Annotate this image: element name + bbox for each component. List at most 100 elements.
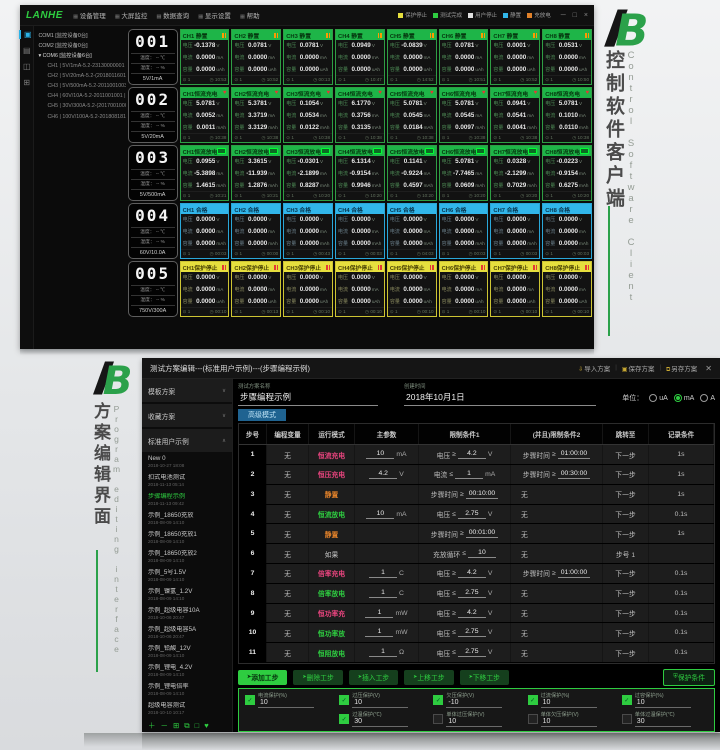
tree-item[interactable]: CH2 | 5V/20mA-5.2-(2018011601) |	[47, 73, 126, 80]
channel-cell[interactable]: CH7恒流充电 ♥ 电压 0.0941 V 电流 0.0541 mA 容量 0.0041 mAh ⊙ …	[490, 87, 541, 143]
run-mode-cell[interactable]: 倍率充电	[309, 564, 355, 583]
run-mode-cell[interactable]: 恒功率放	[309, 623, 355, 643]
scheme-list-item[interactable]: 示例_超级电容10A 2018-10-06 20:47	[142, 606, 232, 625]
record-condition[interactable]: 0.1s	[649, 564, 714, 583]
menu-item[interactable]: 大屏监控	[115, 10, 147, 20]
jump-target[interactable]: 下一步	[603, 623, 649, 643]
scheme-list-item[interactable]: 示例_18650充放 2018-08-09 14:10	[142, 511, 232, 530]
condition-value-input[interactable]: 00:01:00	[465, 529, 499, 539]
tree-item[interactable]: CH4 | 60V/10A-5.2-2011001001 |	[47, 93, 126, 100]
run-mode-cell[interactable]: 静置	[309, 484, 355, 504]
channel-cell[interactable]: CH6保护停止 电压 0.0000 V 电流 0.0000 mA 容量 0.0000 uAh ⊙ 1…	[438, 261, 489, 317]
scheme-section-header[interactable]: 模板方案 ∨	[142, 379, 232, 402]
jump-target[interactable]: 下一步	[603, 504, 649, 524]
program-variable[interactable]: 无	[267, 524, 309, 544]
channel-cell[interactable]: CH6 合格 电压 0.0000 V 电流 0.0000 mA 容量 0.0000 mAh ⊙ 1 ◷…	[438, 203, 489, 259]
step-row[interactable]: 2 无恒压充电 4.2 V 电流 ≤1 mA 步骤时间 ≥00:30:00 下一步 1s	[239, 465, 714, 485]
channel-cell[interactable]: CH1恒流充电 ♥ 电压 5.0781 V 电流 0.0052 mA 容量 0.0011 mAh ⊙ …	[179, 87, 230, 143]
protection-value-input[interactable]: 10	[540, 699, 597, 708]
channel-cell[interactable]: CH2保护停止 电压 0.0000 V 电流 0.0000 mA 容量 0.0000 uAh ⊙ 1…	[231, 261, 282, 317]
protection-value-input[interactable]: 10	[352, 699, 409, 708]
jump-target[interactable]: 下一步	[603, 484, 649, 504]
scheme-section-header[interactable]: 标准用户示例 ∧	[142, 429, 232, 452]
program-variable[interactable]: 无	[267, 643, 309, 662]
scheme-section-header[interactable]: 收藏方案 ∨	[142, 404, 232, 427]
record-condition[interactable]: 0.1s	[649, 623, 714, 643]
record-condition[interactable]: 1s	[649, 524, 714, 544]
scheme-list-item[interactable]: 示例_18650充放1 2018-08-09 14:10	[142, 530, 232, 549]
step-row[interactable]: 10 无恒功率放 1 mW 电压 ≤2.75 V 无下一步 0.1s	[239, 623, 714, 644]
condition-value-input[interactable]: 01:00:00	[557, 450, 591, 460]
record-condition[interactable]: 0.1s	[649, 583, 714, 603]
step-row[interactable]: 8 无倍率放电 1 C 电压 ≤2.75 V 无下一步 0.1s	[239, 583, 714, 604]
tree-item[interactable]: COM2 [监控设备0台]	[38, 43, 88, 50]
channel-cell[interactable]: CH3保护停止 电压 0.0000 V 电流 0.0000 mA 容量 0.0000 uAh ⊙ 1…	[283, 261, 334, 317]
scheme-list-item[interactable]: 示例_铅酸_12V 2018-08-09 14:10	[142, 644, 232, 663]
record-condition[interactable]: 0.1s	[649, 643, 714, 662]
jump-target[interactable]: 步号 1	[603, 544, 649, 564]
channel-cell[interactable]: CH5 静置 电压 -0.0839 V 电流 0.0000 mA 容量 0.0000 uAh ⊙ 1…	[386, 29, 437, 85]
channel-cell[interactable]: CH8 合格 电压 0.0000 V 电流 0.0000 mA 容量 0.0000 mAh ⊙ 1 ◷…	[542, 203, 592, 259]
step-row[interactable]: 6 无如果 充放循环 ≤10 无步号 1	[239, 544, 714, 565]
channel-cell[interactable]: CH2 合格 电压 0.0000 V 电流 0.0000 mA 容量 0.0000 mAh ⊙ 1 ◷…	[231, 203, 282, 259]
unit-radio-A[interactable]: A	[700, 394, 715, 403]
condition-value-input[interactable]: 2.75	[457, 510, 486, 519]
condition-value-input[interactable]: 2.75	[457, 648, 486, 658]
condition-value-input[interactable]: 2.75	[457, 628, 486, 638]
unit-radio-mA[interactable]: mA	[673, 394, 694, 403]
channel-cell[interactable]: CH4 合格 电压 0.0000 V 电流 0.0000 mA 容量 0.0000 mAh ⊙ 1 ◷…	[335, 203, 385, 259]
channel-cell[interactable]: CH6恒流充电 ♥ 电压 5.0781 V 电流 0.0545 mA 容量 0.0097 mAh ⊙ …	[438, 87, 489, 143]
add-step-button[interactable]: 添加工步	[238, 669, 288, 685]
close-icon[interactable]: ×	[583, 11, 588, 19]
scheme-date-input[interactable]: 2018年10月1日	[404, 390, 597, 407]
run-mode-cell[interactable]: 恒流放电	[309, 504, 355, 524]
record-condition[interactable]: 1s	[649, 465, 714, 484]
channel-cell[interactable]: CH1 合格 电压 0.0000 V 电流 0.0000 mA 容量 0.0000 mAh ⊙ 1 ◷…	[179, 203, 230, 259]
condition-value-input[interactable]: 1	[455, 470, 484, 479]
channel-cell[interactable]: CH4恒流放电 电压 6.1314 V 电流 -0.9154 mA 容量 0.9946 mAh ⊙ …	[335, 145, 385, 201]
insert-step-button[interactable]: 插入工步	[348, 669, 399, 685]
program-variable[interactable]: 无	[267, 484, 309, 504]
program-variable[interactable]: 无	[267, 445, 309, 465]
channel-cell[interactable]: CH2 静置 电压 0.0781 V 电流 0.0000 mA 容量 0.0000 uAh ⊙ 1 ◷…	[231, 29, 282, 85]
record-condition[interactable]: 0.1s	[649, 504, 714, 524]
channel-cell[interactable]: CH7恒流放电 电压 0.0328 V 电流 -2.1299 mA 容量 0.7029 mAh ⊙ …	[490, 145, 541, 201]
run-mode-cell[interactable]: 恒功率充	[309, 603, 355, 623]
jump-target[interactable]: 下一步	[603, 643, 649, 662]
run-mode-cell[interactable]: 静置	[309, 524, 355, 544]
step-row[interactable]: 3 无静置 步骤时间 ≥00:10:00 无下一步 1s	[239, 484, 714, 505]
protection-checkbox[interactable]: ✓	[433, 695, 444, 705]
jump-target[interactable]: 下一步	[603, 564, 649, 583]
scheme-list-item[interactable]: 示例_锂电_4.2V 2018-08-09 14:10	[142, 663, 232, 682]
run-mode-cell[interactable]: 倍率放电	[309, 583, 355, 603]
close-icon[interactable]: ✕	[705, 363, 712, 373]
favorite-icon[interactable]: ♥	[204, 721, 209, 730]
channel-cell[interactable]: CH3恒流放电 电压 -0.0301 V 电流 -2.1899 mA 容量 0.8287 mAh ⊙…	[283, 145, 334, 201]
protection-checkbox[interactable]	[433, 714, 444, 724]
program-variable[interactable]: 无	[267, 465, 309, 484]
settings-tab-icon[interactable]: ⊞	[23, 78, 31, 87]
channel-number-box[interactable]: 002 温度： -- ℃ 湿度： -- % 5V/20mA	[127, 87, 178, 143]
menu-item[interactable]: 数据查询	[156, 10, 189, 20]
condition-value-input[interactable]: 10	[467, 549, 496, 559]
menu-item[interactable]: 设备管理	[73, 10, 106, 20]
protection-checkbox[interactable]: ✓	[527, 695, 538, 705]
channel-number-box[interactable]: 003 温度： -- ℃ 湿度： -- % 5V/500mA	[127, 145, 178, 201]
protection-value-input[interactable]: 30	[634, 718, 691, 727]
monitor-tab-icon[interactable]: ▣	[19, 30, 34, 39]
scheme-list-item[interactable]: 扣式电池测试 2018-11-13 05:14	[142, 473, 232, 492]
scheme-list-item[interactable]: 示例_超级电容5A 2018-10-06 20:47	[142, 625, 232, 644]
main-param-input[interactable]: 1	[365, 609, 394, 618]
tree-item[interactable]: CH1 | 5V/1mA-5.2-23130000001 |	[47, 63, 126, 70]
channel-cell[interactable]: CH2恒流放电 电压 3.3615 V 电流 -11.939 mA 容量 1.2876 mAh ⊙ …	[231, 145, 282, 201]
condition-value-input[interactable]: 00:30:00	[557, 470, 591, 479]
add-scheme-icon[interactable]: ＋	[148, 721, 156, 730]
move-up-step-button[interactable]: 上移工步	[404, 669, 454, 685]
protection-conditions-button[interactable]: 保护条件	[663, 668, 715, 686]
tree-item[interactable]: CH5 | 30V/300A-5.2-(2017001000) |	[47, 103, 126, 110]
condition-value-input[interactable]: 4.2	[457, 609, 486, 618]
program-variable[interactable]: 无	[267, 564, 309, 583]
scheme-list-item[interactable]: New 0 2018-10-27 18:08	[142, 454, 232, 473]
step-row[interactable]: 9 无恒功率充 1 mW 电压 ≥4.2 V 无下一步 0.1s	[239, 603, 714, 624]
channel-cell[interactable]: CH1 静置 电压 -0.1378 V 电流 0.0000 mA 容量 0.0000 uAh ⊙ 1…	[179, 29, 230, 85]
